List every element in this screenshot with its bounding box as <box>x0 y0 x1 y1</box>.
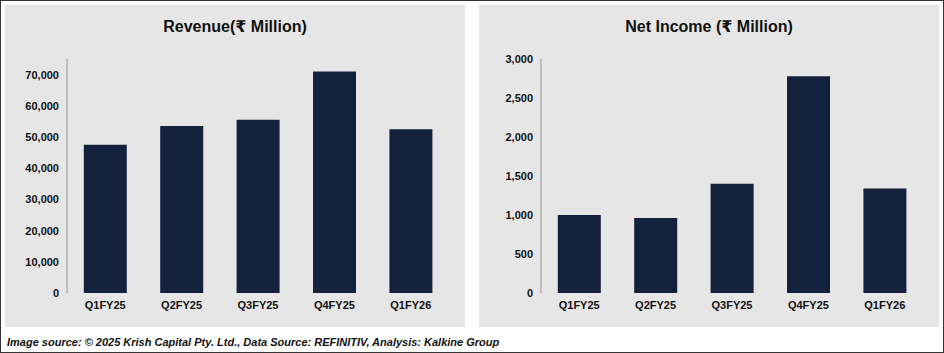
svg-text:Q1FY26: Q1FY26 <box>864 299 905 311</box>
svg-text:50,000: 50,000 <box>25 131 59 143</box>
svg-text:40,000: 40,000 <box>25 162 59 174</box>
svg-text:60,000: 60,000 <box>25 100 59 112</box>
svg-text:Q1FY25: Q1FY25 <box>559 299 600 311</box>
svg-text:Q1FY25: Q1FY25 <box>85 299 126 311</box>
svg-text:Q4FY25: Q4FY25 <box>788 299 829 311</box>
svg-text:Q3FY25: Q3FY25 <box>238 299 279 311</box>
html-text:Image source: © 2025 Krish Cap: Image source: © 2025 Krish Capital Pty. … <box>7 336 500 348</box>
svg-text:20,000: 20,000 <box>25 225 59 237</box>
svg-text:3,000: 3,000 <box>505 53 533 65</box>
svg-text:1,000: 1,000 <box>505 209 533 221</box>
html-text:Revenue(₹ Million): Revenue(₹ Million) <box>163 18 307 35</box>
svg-text:0: 0 <box>527 287 533 299</box>
svg-text:2,000: 2,000 <box>505 131 533 143</box>
svg-text:500: 500 <box>515 248 533 260</box>
html-text:Net Income (₹ Million): Net Income (₹ Million) <box>625 18 793 35</box>
svg-text:Q4FY25: Q4FY25 <box>314 299 355 311</box>
svg-text:70,000: 70,000 <box>25 69 59 81</box>
svg-text:30,000: 30,000 <box>25 193 59 205</box>
svg-text:Q2FY25: Q2FY25 <box>635 299 676 311</box>
svg-text:0: 0 <box>53 287 59 299</box>
svg-text:Q2FY25: Q2FY25 <box>161 299 202 311</box>
svg-text:10,000: 10,000 <box>25 256 59 268</box>
svg-text:2,500: 2,500 <box>505 92 533 104</box>
svg-text:1,500: 1,500 <box>505 170 533 182</box>
svg-text:Q3FY25: Q3FY25 <box>712 299 753 311</box>
svg-text:Q1FY26: Q1FY26 <box>390 299 431 311</box>
